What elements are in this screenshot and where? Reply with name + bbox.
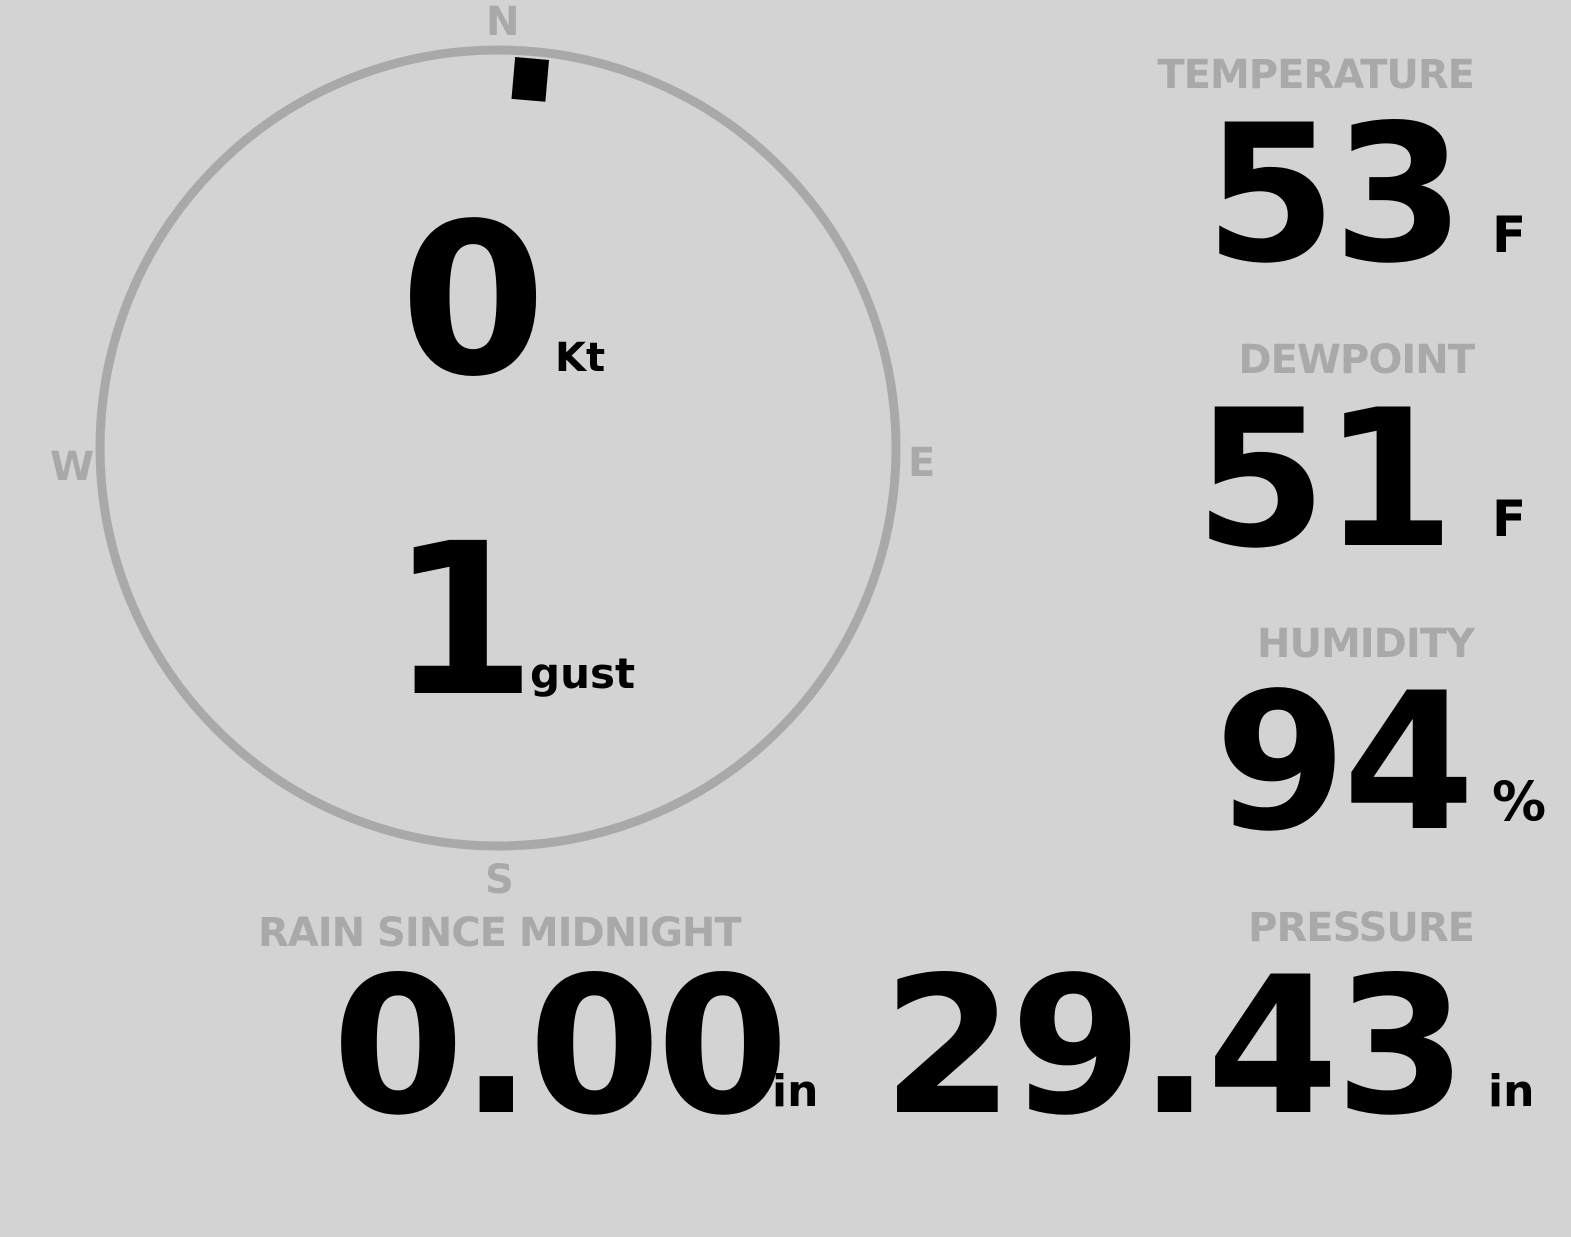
dewpoint-label: DEWPOINT <box>1238 337 1475 383</box>
wind-speed-value: 0 <box>400 178 546 423</box>
humidity-unit: % <box>1492 770 1547 833</box>
humidity-label: HUMIDITY <box>1257 621 1475 667</box>
temperature-unit: F <box>1492 206 1527 264</box>
wind-compass <box>95 45 901 851</box>
wind-speed-unit: Kt <box>555 335 606 381</box>
compass-west: W <box>50 444 95 490</box>
pressure-unit: in <box>1488 1066 1535 1117</box>
pressure-label: PRESSURE <box>1248 905 1475 951</box>
wind-gust-unit: gust <box>530 649 636 698</box>
temperature-label: TEMPERATURE <box>1157 52 1475 98</box>
rain-label: RAIN SINCE MIDNIGHT <box>258 910 742 956</box>
temperature-value: 53 <box>1204 84 1465 305</box>
rain-unit: in <box>772 1066 819 1117</box>
rain-value: 0.00 <box>332 936 789 1157</box>
compass-east: E <box>908 440 936 486</box>
humidity-value: 94 <box>1214 652 1475 873</box>
compass-south: S <box>485 857 514 903</box>
compass-north: N <box>486 0 520 45</box>
wind-gust-value: 1 <box>390 498 536 743</box>
pressure-value: 29.43 <box>882 936 1467 1157</box>
dewpoint-unit: F <box>1492 490 1527 548</box>
compass-ring <box>95 45 901 851</box>
dewpoint-value: 51 <box>1194 369 1455 590</box>
wind-direction-marker <box>511 57 550 102</box>
